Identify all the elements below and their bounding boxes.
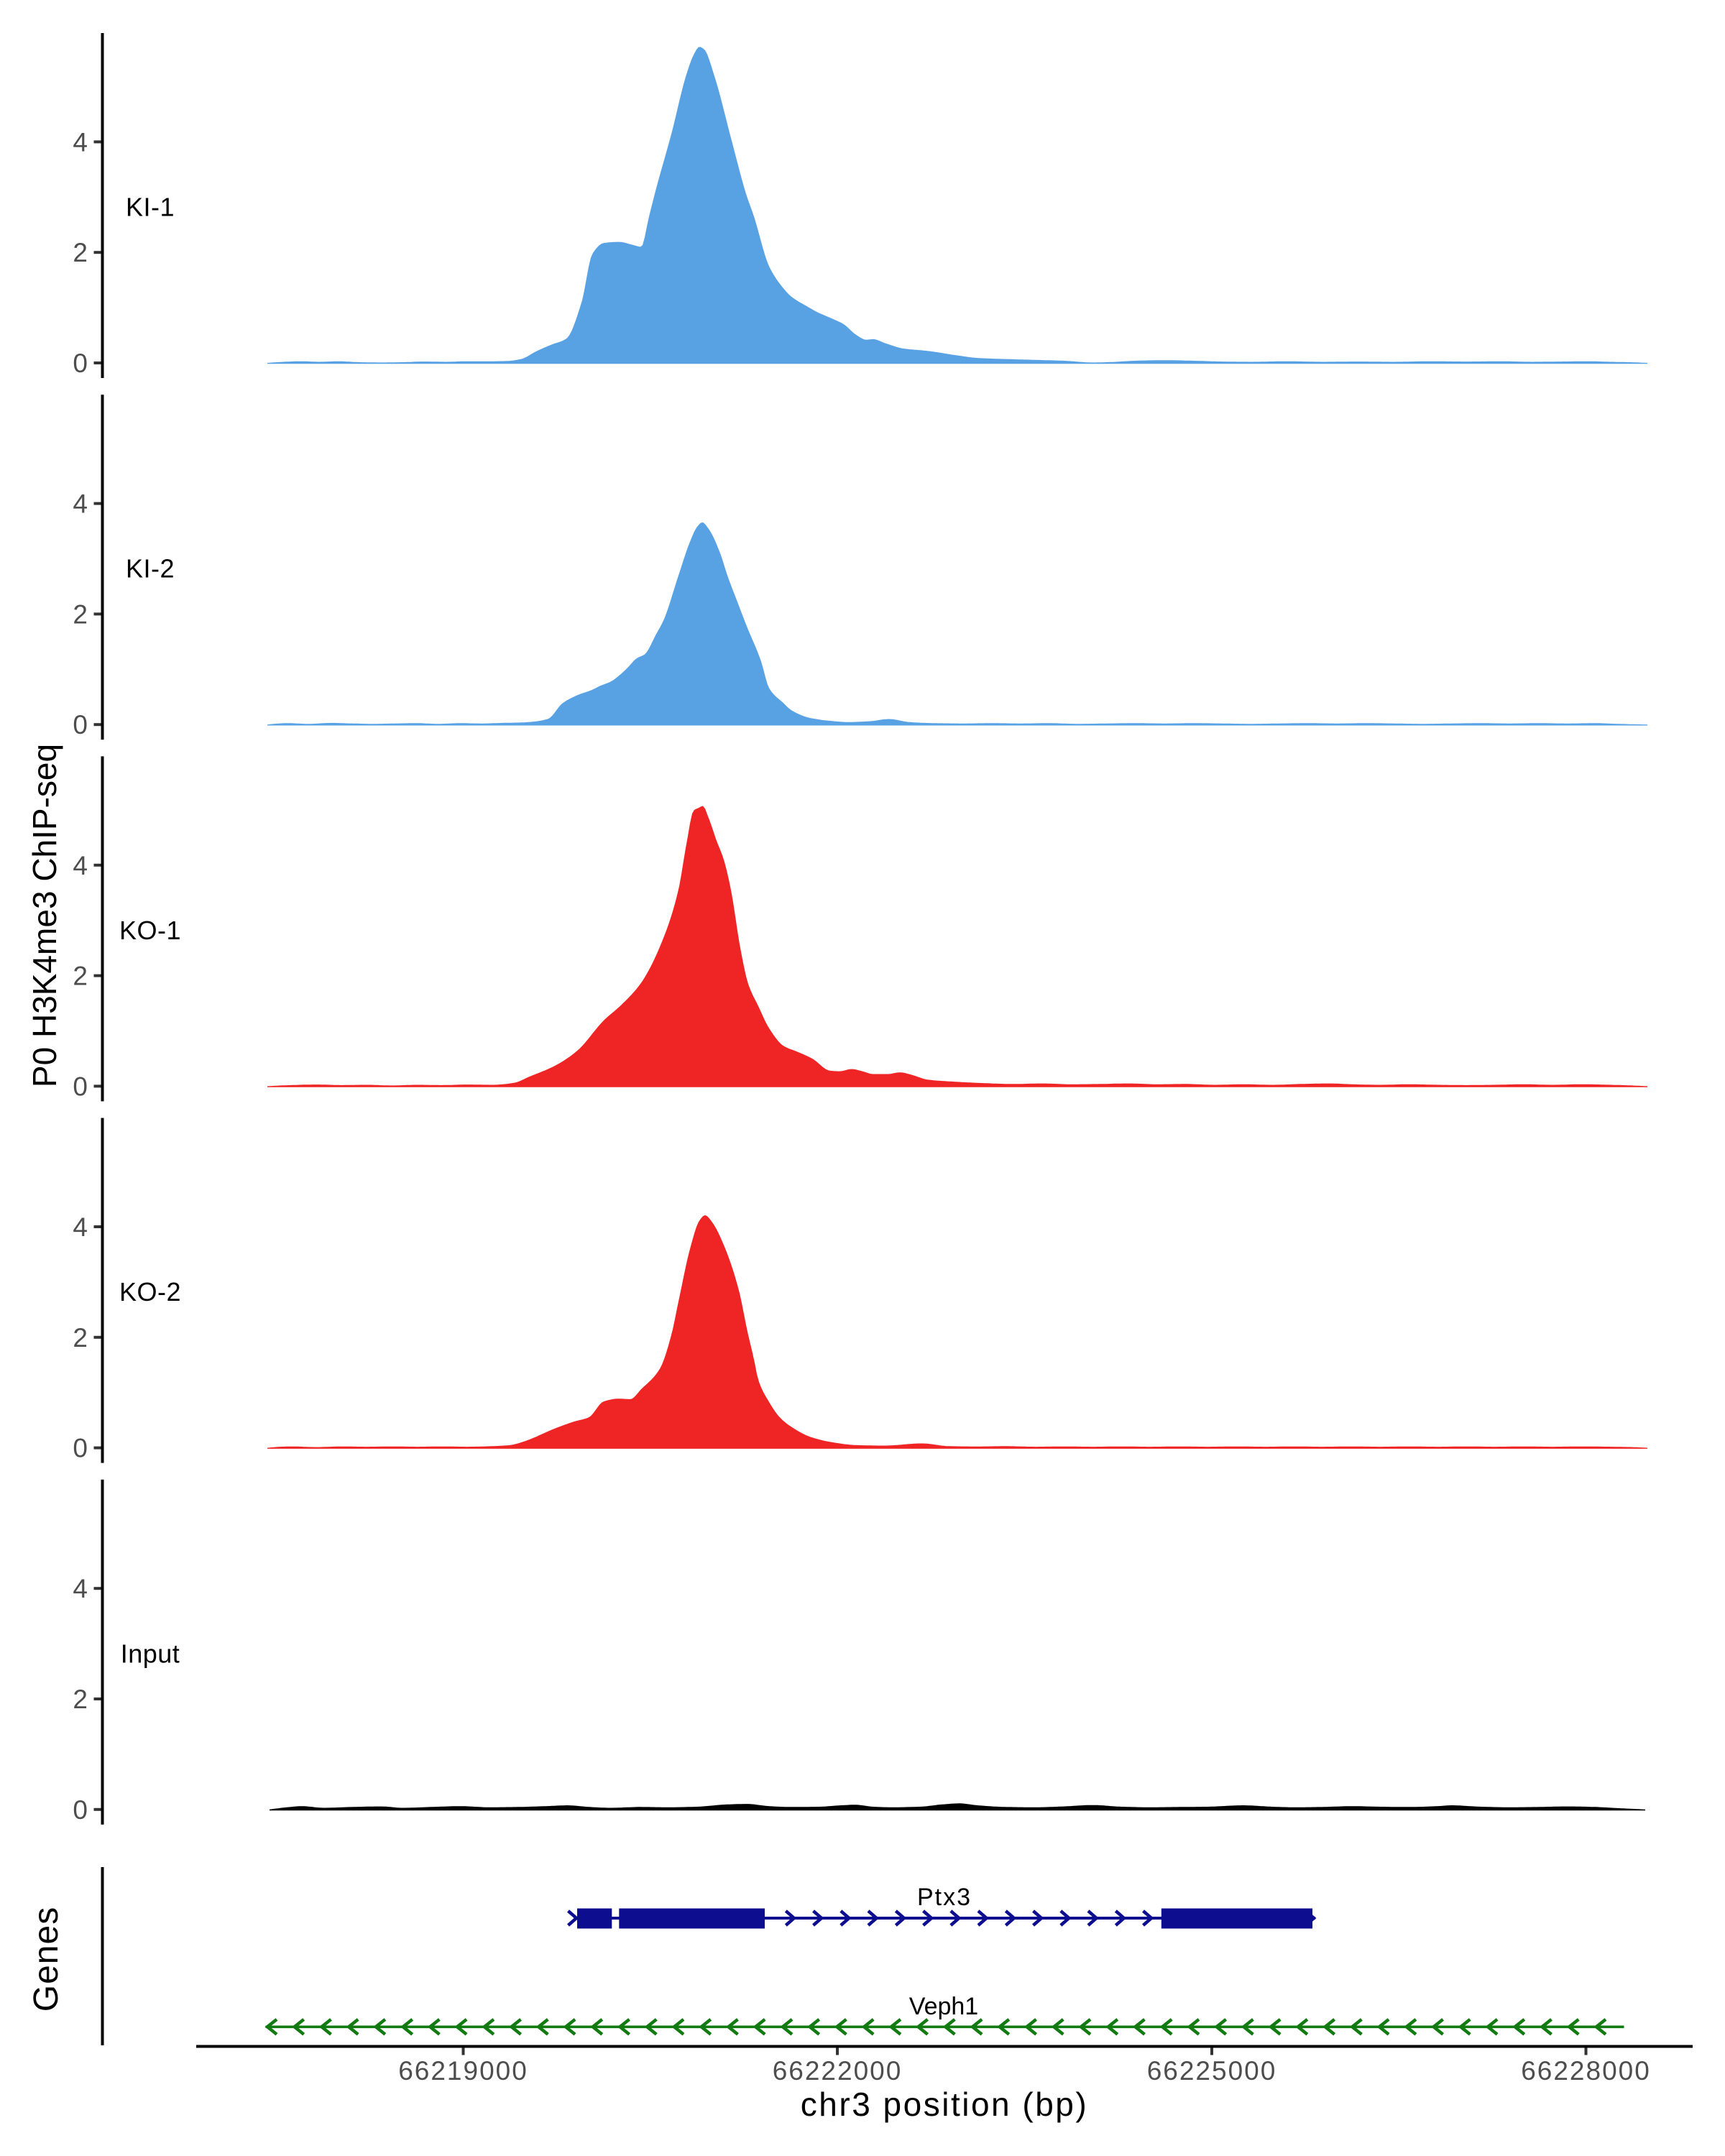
svg-text:KO-1: KO-1	[119, 916, 181, 945]
svg-text:0: 0	[73, 1434, 88, 1463]
svg-text:2: 2	[73, 238, 88, 267]
svg-text:66219000: 66219000	[398, 2056, 528, 2086]
svg-text:2: 2	[73, 1323, 88, 1353]
svg-text:0: 0	[73, 1795, 88, 1825]
svg-text:Veph1: Veph1	[909, 1993, 978, 2020]
svg-text:66222000: 66222000	[773, 2056, 903, 2086]
svg-text:chr3 position (bp): chr3 position (bp)	[801, 2086, 1088, 2123]
svg-text:66225000: 66225000	[1147, 2056, 1277, 2086]
svg-text:2: 2	[73, 1685, 88, 1714]
svg-text:Ptx3: Ptx3	[917, 1884, 972, 1911]
svg-text:4: 4	[73, 127, 88, 157]
svg-text:Genes: Genes	[27, 1907, 65, 2012]
svg-text:P0 H3K4me3 ChIP-seq: P0 H3K4me3 ChIP-seq	[26, 744, 63, 1087]
svg-text:0: 0	[73, 710, 88, 740]
svg-text:KI-1: KI-1	[126, 193, 175, 222]
svg-text:4: 4	[73, 489, 88, 519]
svg-text:0: 0	[73, 349, 88, 378]
svg-text:0: 0	[73, 1072, 88, 1101]
svg-text:KO-2: KO-2	[119, 1277, 181, 1307]
svg-text:2: 2	[73, 599, 88, 629]
svg-text:4: 4	[73, 851, 88, 880]
svg-text:2: 2	[73, 962, 88, 991]
svg-text:KI-2: KI-2	[126, 554, 175, 584]
svg-text:4: 4	[73, 1574, 88, 1603]
svg-text:Input: Input	[121, 1639, 180, 1668]
svg-text:4: 4	[73, 1212, 88, 1242]
svg-text:66228000: 66228000	[1521, 2056, 1651, 2086]
